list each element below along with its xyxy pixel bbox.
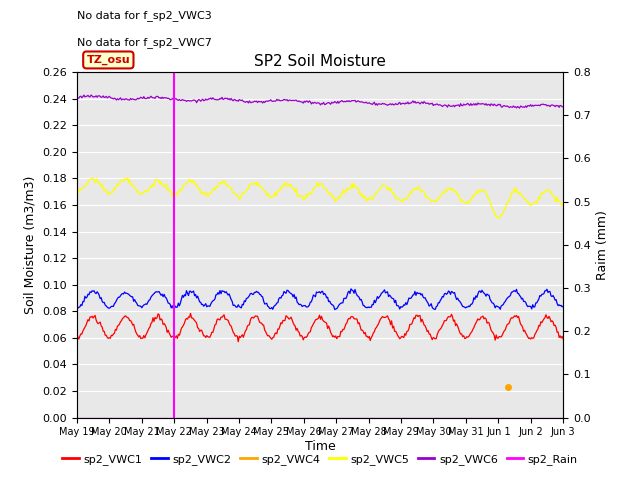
Text: TZ_osu: TZ_osu — [86, 55, 130, 65]
Text: No data for f_sp2_VWC7: No data for f_sp2_VWC7 — [77, 37, 212, 48]
Text: No data for f_sp2_VWC3: No data for f_sp2_VWC3 — [77, 10, 212, 21]
X-axis label: Time: Time — [305, 440, 335, 453]
Title: SP2 Soil Moisture: SP2 Soil Moisture — [254, 54, 386, 70]
Y-axis label: Soil Moisture (m3/m3): Soil Moisture (m3/m3) — [24, 176, 36, 314]
Legend: sp2_VWC1, sp2_VWC2, sp2_VWC4, sp2_VWC5, sp2_VWC6, sp2_Rain: sp2_VWC1, sp2_VWC2, sp2_VWC4, sp2_VWC5, … — [58, 450, 582, 469]
Y-axis label: Raim (mm): Raim (mm) — [596, 210, 609, 280]
